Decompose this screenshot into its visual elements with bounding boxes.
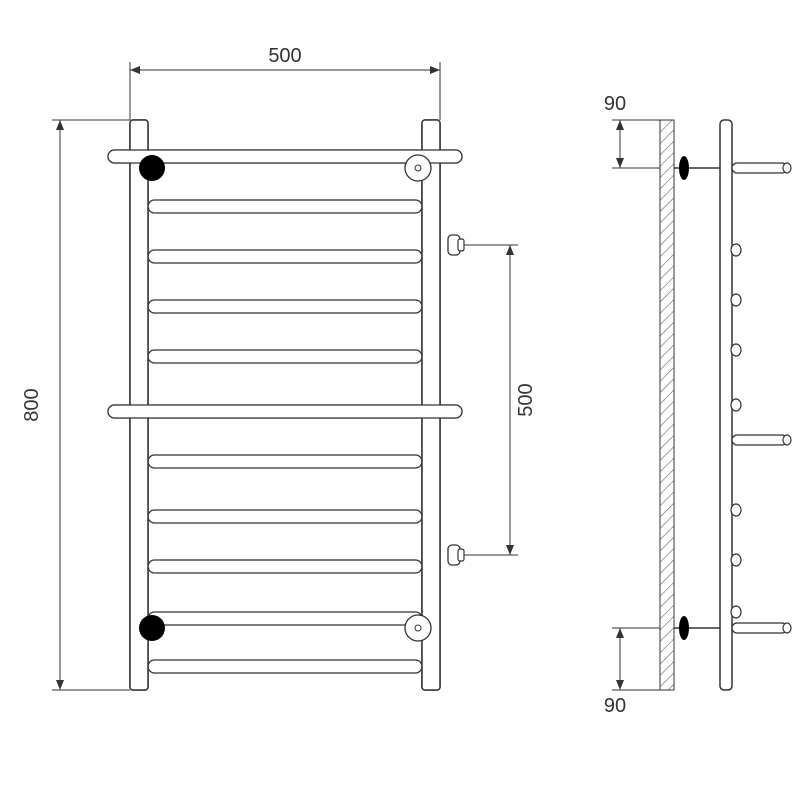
dim-width-label: 500 bbox=[268, 45, 301, 67]
front-view bbox=[108, 120, 464, 690]
dim-bot90-label: 90 bbox=[604, 695, 626, 717]
side-view bbox=[660, 120, 791, 690]
dim-top90-label: 90 bbox=[604, 93, 626, 115]
dim-height-label: 800 bbox=[21, 388, 43, 421]
dim-inner-label: 500 bbox=[515, 383, 537, 416]
